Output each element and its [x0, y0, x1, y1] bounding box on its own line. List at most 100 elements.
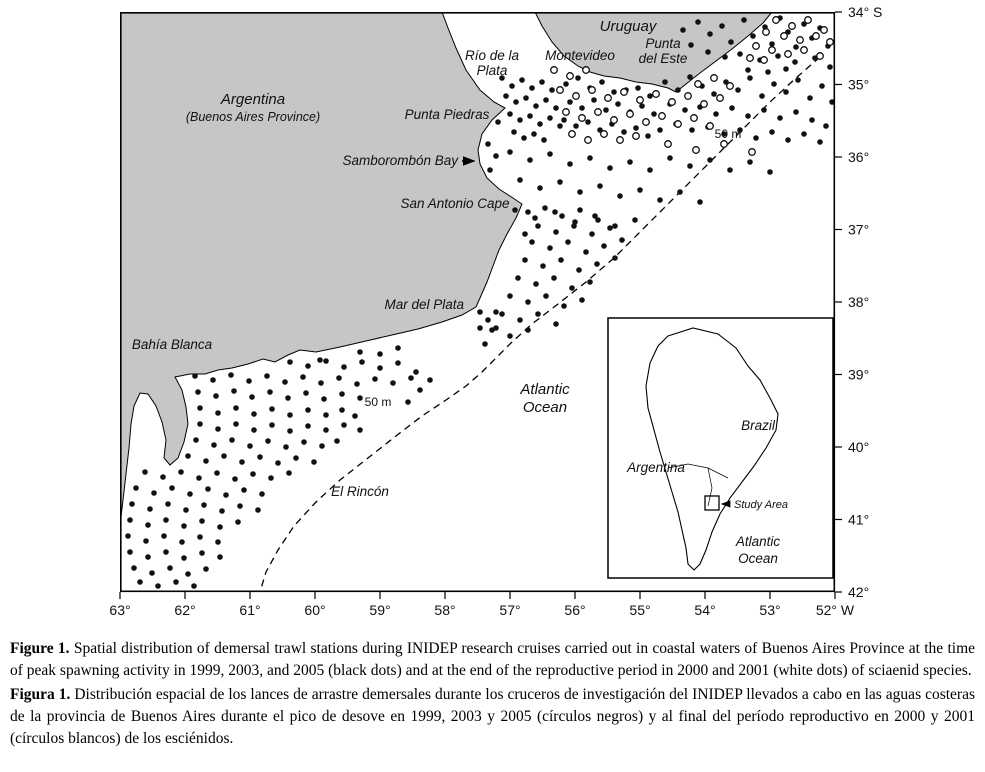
- map-svg: Uruguay Montevideo Punta del Este Río de…: [109, 4, 882, 618]
- station-dot-black: [783, 66, 789, 72]
- station-dot-black: [535, 311, 541, 317]
- station-dot-black: [533, 281, 539, 287]
- stations-white-group: [550, 16, 834, 156]
- station-dot-black: [512, 207, 518, 213]
- station-dot-black: [829, 99, 834, 105]
- x-tick-label: 61°: [239, 602, 260, 618]
- station-dot-black: [558, 257, 564, 263]
- inset-country-borders: [667, 463, 729, 507]
- station-dot-black: [221, 453, 227, 459]
- station-dot-black: [235, 519, 241, 525]
- x-tick-label: 60°: [304, 602, 325, 618]
- station-dot-black: [511, 129, 517, 135]
- station-dot-black: [151, 490, 157, 496]
- station-dot-black: [357, 395, 363, 401]
- station-dot-black: [522, 257, 528, 263]
- station-dot-black: [592, 213, 598, 219]
- station-dot-black: [155, 583, 161, 589]
- station-dot-black: [477, 325, 483, 331]
- label-mar-del-plata: Mar del Plata: [384, 297, 464, 312]
- station-dot-black: [617, 193, 623, 199]
- station-dot-white: [826, 38, 834, 46]
- station-dot-black: [137, 579, 143, 585]
- station-dot-black: [595, 217, 601, 223]
- label-atlantic-ocean-2: Ocean: [523, 399, 567, 416]
- station-dot-white: [658, 112, 666, 120]
- station-dot-white: [626, 110, 634, 118]
- inset-label-study-area: Study Area: [734, 499, 788, 511]
- station-dot-black: [745, 113, 751, 119]
- station-dot-black: [521, 135, 527, 141]
- y-axis: 34° S 35° 36° 37° 38° 39° 40° 41° 42°: [835, 4, 882, 600]
- station-dot-black: [541, 137, 547, 143]
- station-dot-white: [694, 80, 702, 88]
- station-dot-black: [553, 321, 559, 327]
- station-dot-black: [163, 549, 169, 555]
- argentina-landmass: [121, 13, 523, 518]
- station-dot-black: [735, 87, 741, 93]
- station-dot-black: [603, 107, 609, 113]
- station-dot-black: [145, 522, 151, 528]
- station-dot-black: [185, 571, 191, 577]
- station-dot-black: [607, 165, 613, 171]
- station-dot-black: [181, 523, 187, 529]
- station-dot-black: [334, 438, 340, 444]
- station-dot-black: [579, 105, 585, 111]
- station-dot-black: [707, 157, 713, 163]
- station-dot-black: [819, 83, 825, 89]
- station-dot-black: [745, 67, 751, 73]
- station-dot-black: [509, 83, 515, 89]
- isobath-50m: [259, 56, 821, 591]
- station-dot-black: [728, 39, 734, 45]
- station-dot-black: [163, 517, 169, 523]
- station-dot-black: [573, 123, 579, 129]
- station-dot-white: [762, 28, 770, 36]
- station-dot-black: [547, 151, 553, 157]
- caption-english-text: Spatial distribution of demersal trawl s…: [10, 640, 976, 679]
- station-dot-black: [687, 163, 693, 169]
- station-dot-black: [229, 437, 235, 443]
- station-dot-black: [507, 149, 513, 155]
- station-dot-black: [576, 267, 582, 273]
- station-dot-black: [621, 129, 627, 135]
- station-dot-white: [800, 46, 808, 54]
- station-dot-black: [553, 105, 559, 111]
- station-dot-black: [747, 159, 753, 165]
- station-dot-black: [533, 103, 539, 109]
- station-dot-black: [211, 442, 217, 448]
- station-dot-white: [632, 132, 640, 140]
- station-dot-black: [493, 325, 499, 331]
- station-dot-black: [612, 255, 618, 261]
- station-dot-black: [217, 524, 223, 530]
- station-dot-black: [197, 534, 203, 540]
- stations-black-group: [125, 15, 834, 589]
- station-dot-black: [750, 33, 756, 39]
- station-dot-black: [318, 380, 324, 386]
- station-dot-black: [531, 131, 537, 137]
- station-dot-black: [487, 167, 493, 173]
- y-tick-label: 37°: [848, 222, 869, 238]
- station-dot-black: [632, 217, 638, 223]
- x-tick-label: 56°: [564, 602, 585, 618]
- label-punta-del-este-2: del Este: [639, 51, 688, 66]
- station-dot-white: [550, 66, 558, 74]
- station-dot-black: [615, 101, 621, 107]
- station-dot-white: [578, 114, 586, 122]
- station-dot-black: [567, 161, 573, 167]
- station-dot-black: [515, 275, 521, 281]
- station-dot-black: [561, 303, 567, 309]
- station-dot-black: [535, 223, 541, 229]
- station-dot-black: [785, 137, 791, 143]
- station-dot-black: [695, 19, 701, 25]
- station-dot-black: [577, 189, 583, 195]
- station-dot-white: [812, 32, 820, 40]
- station-dot-black: [167, 565, 173, 571]
- station-dot-black: [627, 159, 633, 165]
- station-dot-black: [549, 87, 555, 93]
- station-dot-white: [752, 42, 760, 50]
- station-dot-black: [129, 501, 135, 507]
- station-dot-black: [195, 389, 201, 395]
- label-samborombon-bay: Samborombón Bay: [342, 153, 459, 168]
- station-dot-white: [768, 46, 776, 54]
- station-dot-black: [741, 17, 747, 23]
